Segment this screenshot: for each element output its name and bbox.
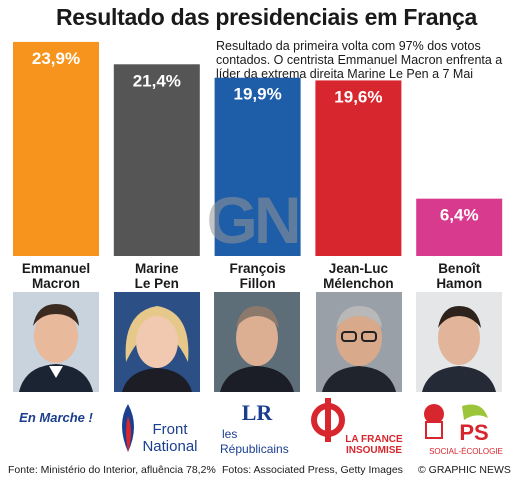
fillon-photo bbox=[214, 292, 300, 392]
source-note: Fonte: Ministério do Interior, afluência… bbox=[8, 464, 216, 476]
category-label-jean-luc-melenchon-1: Jean-Luc bbox=[329, 261, 389, 276]
data-label-francois-fillon: 19,9% bbox=[233, 85, 281, 104]
category-label-benoit-hamon-2: Hamon bbox=[436, 276, 482, 291]
en-marche-logo: En Marche ! bbox=[13, 396, 99, 458]
chart-title: Resultado das presidenciais em França bbox=[56, 4, 477, 30]
bar-francois-fillon bbox=[214, 77, 301, 257]
les-republicains-logo: LR les Républicains bbox=[214, 396, 300, 458]
category-label-marine-le-pen-1: Marine bbox=[135, 261, 179, 276]
data-label-marine-le-pen: 21,4% bbox=[133, 71, 181, 90]
svg-text:Front: Front bbox=[152, 421, 188, 438]
svg-text:Républicains: Républicains bbox=[220, 442, 289, 456]
svg-text:LA FRANCE: LA FRANCE bbox=[345, 434, 403, 445]
svg-text:LR: LR bbox=[242, 400, 274, 425]
category-label-jean-luc-melenchon-2: Mélenchon bbox=[323, 276, 394, 291]
chart-subtitle: Resultado da primeira volta com 97% dos … bbox=[216, 39, 503, 81]
data-label-benoit-hamon: 6,4% bbox=[440, 206, 479, 225]
svg-text:En Marche !: En Marche ! bbox=[19, 410, 93, 425]
la-france-insoumise-logo: LA FRANCE INSOUMISE bbox=[304, 396, 403, 458]
photo-credit: Fotos: Associated Press, Getty Images bbox=[222, 464, 403, 476]
category-label-emmanuel-macron-1: Emmanuel bbox=[22, 261, 90, 276]
bar-emmanuel-macron bbox=[13, 41, 99, 257]
hamon-photo bbox=[416, 292, 502, 392]
copyright: © GRAPHIC NEWS bbox=[418, 464, 511, 476]
svg-text:PS: PS bbox=[459, 420, 488, 445]
bar-marine-le-pen bbox=[113, 64, 200, 257]
svg-text:National: National bbox=[142, 438, 197, 455]
category-label-francois-fillon-1: François bbox=[229, 261, 285, 276]
category-label-francois-fillon-2: Fillon bbox=[240, 276, 276, 291]
category-label-emmanuel-macron-2: Macron bbox=[32, 276, 80, 291]
lepen-photo bbox=[114, 292, 200, 392]
bar-jean-luc-melenchon bbox=[315, 80, 402, 257]
bar-benoit-hamon bbox=[416, 198, 503, 256]
data-label-jean-luc-melenchon: 19,6% bbox=[334, 87, 382, 106]
svg-text:INSOUMISE: INSOUMISE bbox=[346, 445, 402, 456]
melenchon-photo bbox=[316, 292, 402, 392]
category-label-marine-le-pen-2: Le Pen bbox=[135, 276, 179, 291]
parti-socialiste-logo: PS SOCIAL-ÉCOLOGIE bbox=[414, 396, 503, 458]
svg-text:SOCIAL-ÉCOLOGIE: SOCIAL-ÉCOLOGIE bbox=[429, 447, 503, 456]
category-label-benoit-hamon-1: Benoît bbox=[438, 261, 481, 276]
macron-photo bbox=[13, 292, 99, 392]
data-label-emmanuel-macron: 23,9% bbox=[32, 49, 80, 68]
front-national-logo: Front National bbox=[114, 396, 200, 458]
svg-text:les: les bbox=[222, 427, 237, 441]
